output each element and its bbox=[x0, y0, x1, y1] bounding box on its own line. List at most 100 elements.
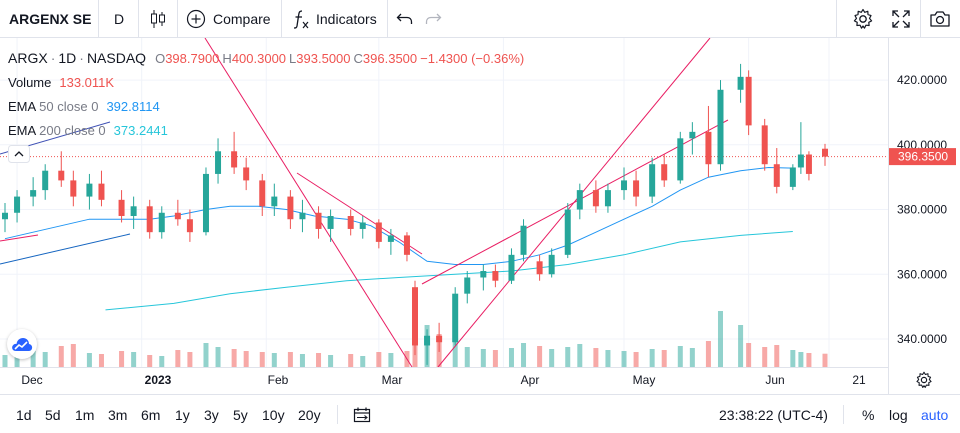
chart-style-button[interactable] bbox=[150, 0, 166, 38]
trend-line-drawing[interactable] bbox=[0, 233, 131, 265]
toolbar-divider bbox=[138, 0, 139, 38]
legend-exchange: NASDAQ bbox=[86, 50, 147, 66]
candle-body bbox=[259, 180, 266, 207]
camera-icon bbox=[930, 11, 950, 27]
volume-bar bbox=[605, 350, 611, 367]
percent-toggle[interactable]: % bbox=[862, 406, 875, 423]
indicators-button[interactable]: Indicators bbox=[292, 0, 377, 38]
trend-line-drawing[interactable] bbox=[0, 234, 39, 242]
volume-bar bbox=[376, 352, 382, 367]
candle-body bbox=[548, 254, 555, 275]
candle-body bbox=[452, 293, 459, 343]
chart-pane[interactable]: 420.0000 400.0000 380.0000 360.0000 340.… bbox=[0, 38, 960, 394]
price-chart[interactable]: 420.0000 400.0000 380.0000 360.0000 340.… bbox=[0, 38, 960, 394]
auto-toggle[interactable]: auto bbox=[921, 406, 949, 423]
legend-low-label: L bbox=[289, 50, 297, 66]
log-toggle[interactable]: log bbox=[889, 406, 908, 423]
legend-high-value: 400.3000 bbox=[231, 50, 287, 66]
compare-button[interactable]: Compare bbox=[186, 0, 271, 38]
trend-line-drawing[interactable] bbox=[296, 172, 423, 255]
candle-body bbox=[30, 190, 37, 197]
volume-bar bbox=[452, 341, 458, 367]
axis-settings-button[interactable] bbox=[916, 371, 932, 388]
candle-body bbox=[231, 151, 238, 168]
volume-bar bbox=[537, 346, 543, 367]
range-button[interactable]: 3y bbox=[204, 406, 219, 423]
legend-ema50-row[interactable]: EMA 50 close 0 392.8114 bbox=[8, 94, 527, 118]
legend-open-value: 398.7900 bbox=[165, 50, 220, 66]
candle-body bbox=[403, 235, 410, 255]
candle-body bbox=[70, 180, 77, 197]
range-button[interactable]: 5y bbox=[233, 406, 248, 423]
candle-body bbox=[822, 148, 828, 157]
range-button[interactable]: 10y bbox=[262, 406, 285, 423]
toolbar-divider bbox=[920, 0, 921, 38]
range-button[interactable]: 5d bbox=[45, 406, 61, 423]
candle-body bbox=[621, 180, 628, 191]
time-axis-label: Mar bbox=[382, 373, 403, 387]
snapshot-button[interactable] bbox=[929, 0, 951, 38]
volume-bar bbox=[86, 353, 92, 367]
fullscreen-button[interactable] bbox=[891, 0, 911, 38]
candle-body bbox=[174, 212, 181, 220]
candle-body bbox=[387, 235, 394, 242]
candle-body bbox=[347, 216, 354, 229]
go-to-date-button[interactable] bbox=[353, 395, 371, 433]
volume-bar bbox=[565, 347, 571, 367]
candle-body bbox=[649, 164, 656, 197]
candle-body bbox=[705, 131, 712, 165]
range-button[interactable]: 6m bbox=[141, 406, 161, 423]
volume-bar bbox=[231, 349, 237, 367]
gear-icon bbox=[916, 371, 932, 388]
plus-circle-icon bbox=[186, 9, 206, 29]
volume-bar bbox=[746, 343, 752, 367]
trend-line-drawing[interactable] bbox=[204, 38, 413, 368]
symbol-search[interactable]: ARGENX SE bbox=[9, 11, 92, 27]
ema50-line bbox=[4, 166, 793, 265]
settings-button[interactable] bbox=[852, 0, 874, 38]
volume-bar bbox=[360, 356, 366, 367]
volume-bar bbox=[689, 348, 695, 367]
toolbar-divider bbox=[281, 0, 282, 38]
range-button[interactable]: 1d bbox=[16, 406, 32, 423]
volume-bar bbox=[299, 354, 305, 367]
volume-bar bbox=[203, 343, 209, 367]
tradingview-logo[interactable] bbox=[7, 329, 37, 359]
last-price-label: 396.3500 bbox=[898, 150, 948, 164]
candle-body bbox=[287, 196, 294, 220]
range-button[interactable]: 20y bbox=[298, 406, 321, 423]
undo-button[interactable] bbox=[396, 0, 414, 38]
interval-button[interactable]: D bbox=[114, 11, 125, 27]
volume-bar bbox=[577, 344, 583, 367]
candle-body bbox=[492, 271, 499, 281]
candle-body bbox=[130, 206, 137, 216]
candle-body bbox=[2, 212, 8, 220]
redo-button[interactable] bbox=[424, 0, 442, 38]
candle-body bbox=[677, 138, 684, 181]
clock-timezone[interactable]: 23:38:22 (UTC-4) bbox=[719, 406, 828, 423]
chevron-up-icon bbox=[8, 145, 30, 163]
volume-bar bbox=[798, 352, 804, 367]
legend-volume-row[interactable]: Volume 133.011K bbox=[8, 70, 527, 94]
range-button[interactable]: 1y bbox=[175, 406, 190, 423]
volume-bar bbox=[508, 348, 514, 367]
volume-bar bbox=[348, 354, 354, 367]
legend-volume-label: Volume bbox=[8, 74, 52, 90]
time-axis-label: Feb bbox=[268, 373, 289, 387]
legend-ema200-row[interactable]: EMA 200 close 0 373.2441 bbox=[8, 118, 527, 142]
legend-close-label: C bbox=[353, 50, 363, 66]
range-button[interactable]: 1m bbox=[75, 406, 95, 423]
volume-bar bbox=[70, 344, 76, 367]
volume-bar bbox=[243, 351, 249, 367]
gear-icon bbox=[853, 8, 873, 29]
legend-separator: · bbox=[79, 50, 84, 66]
time-axis-label: Dec bbox=[21, 373, 42, 387]
candle-body bbox=[327, 216, 334, 229]
legend-collapse-button[interactable] bbox=[8, 142, 527, 166]
candle-body bbox=[146, 206, 153, 233]
trend-line-drawing[interactable] bbox=[421, 119, 729, 285]
volume-bar bbox=[806, 353, 812, 367]
range-button[interactable]: 3m bbox=[108, 406, 128, 423]
candle-body bbox=[564, 209, 571, 255]
candle-body bbox=[118, 199, 125, 216]
